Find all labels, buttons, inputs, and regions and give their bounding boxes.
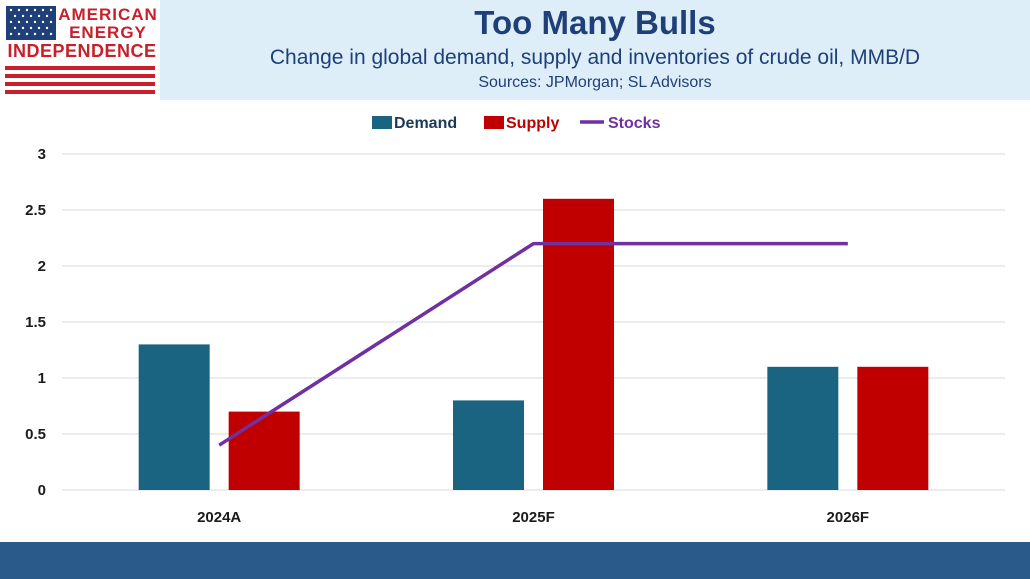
bar-demand-2025f xyxy=(453,400,524,490)
y-tick-label: 2.5 xyxy=(25,202,46,219)
brand-logo: AMERICAN ENERGY INDEPENDENCE xyxy=(0,0,160,100)
legend-label-supply: Supply xyxy=(506,115,559,132)
brand-line-2: ENERGY xyxy=(69,23,147,42)
legend-swatch-demand xyxy=(372,116,392,129)
chart-subtitle: Change in global demand, supply and inve… xyxy=(269,46,921,69)
y-tick-label: 1.5 xyxy=(25,314,46,331)
bar-demand-2024a xyxy=(138,344,210,490)
bar-supply-2025f xyxy=(543,198,614,491)
flag-stripes-decoration xyxy=(5,66,155,94)
chart-area: 0 0.5 1 1.5 2 2.5 3 2024A 2025F 2026F Demand Supply… xyxy=(25,115,1005,526)
y-tick-label: 0.5 xyxy=(25,426,46,443)
bar-demand-2026f xyxy=(767,366,839,490)
x-tick-label: 2024A xyxy=(197,509,241,526)
legend-label-stocks: Stocks xyxy=(608,115,661,132)
legend-label-demand: Demand xyxy=(394,115,457,132)
y-tick-label: 3 xyxy=(38,146,46,163)
header-band: AMERICAN ENERGY INDEPENDENCE Too Many Bu… xyxy=(0,0,1030,100)
bar-supply-2024a xyxy=(228,411,300,490)
y-tick-label: 0 xyxy=(38,482,46,499)
footer-bar xyxy=(0,542,1030,579)
y-tick-label: 2 xyxy=(38,258,46,275)
chart-title: Too Many Bulls xyxy=(474,4,716,41)
x-tick-label: 2025F xyxy=(512,509,555,526)
legend-swatch-supply xyxy=(484,116,504,129)
chart-source: Sources: JPMorgan; SL Advisors xyxy=(478,74,712,91)
flag-icon xyxy=(6,6,66,52)
line-stocks xyxy=(218,241,848,447)
brand-line-3: INDEPENDENCE xyxy=(7,41,157,61)
y-tick-label: 1 xyxy=(38,370,46,387)
bar-supply-2026f xyxy=(857,366,929,490)
brand-line-1: AMERICAN xyxy=(58,5,158,24)
x-tick-label: 2026F xyxy=(827,509,870,526)
